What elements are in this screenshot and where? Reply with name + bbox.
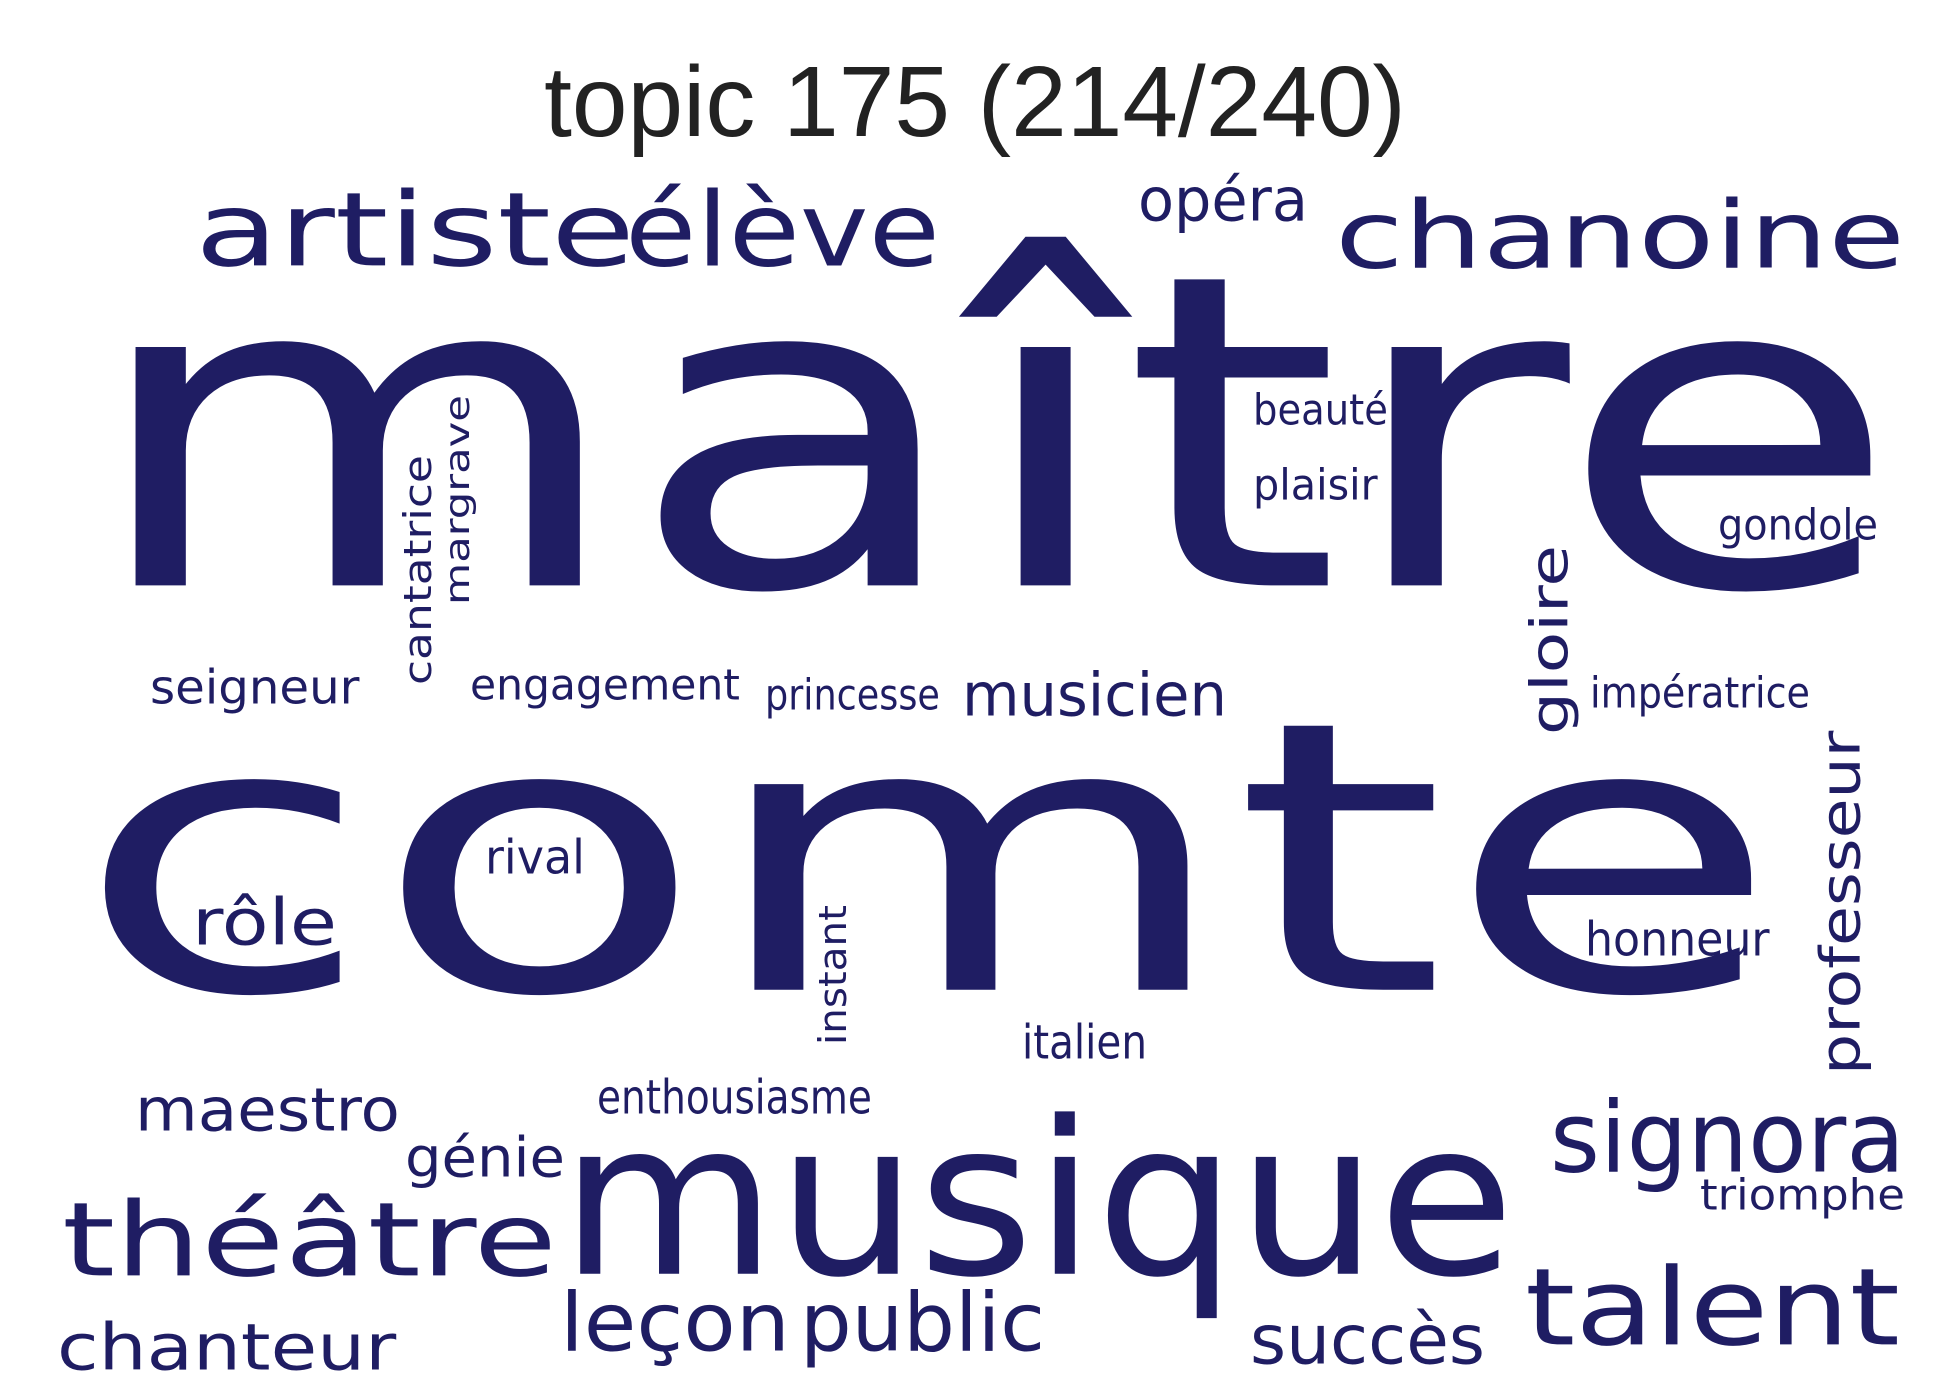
word-engagement: engagement	[470, 661, 740, 711]
word-italien: italien	[1022, 1016, 1147, 1071]
word-honneur: honneur	[1585, 912, 1770, 967]
word-génie: génie	[405, 1126, 565, 1191]
word-opéra: opéra	[1138, 166, 1308, 236]
word-artiste: artiste	[195, 171, 635, 290]
word-comte: comte	[75, 642, 1780, 1080]
word-public: public	[800, 1277, 1045, 1371]
word-chanoine: chanoine	[1335, 181, 1905, 291]
word-impératrice: impératrice	[1590, 668, 1810, 719]
word-triomphe: triomphe	[1700, 1171, 1905, 1221]
word-succès: succès	[1250, 1301, 1485, 1380]
word-gondole: gondole	[1718, 500, 1878, 550]
word-princesse: princesse	[765, 671, 940, 720]
word-chanteur: chanteur	[57, 1310, 396, 1385]
word-plaisir: plaisir	[1253, 460, 1378, 510]
word-seigneur: seigneur	[150, 661, 360, 715]
word-margrave: margrave	[438, 395, 477, 605]
word-musique: musique	[560, 1076, 1515, 1325]
word-musicien: musicien	[962, 661, 1227, 730]
word-instant: instant	[811, 905, 856, 1045]
word-maître: maître	[85, 181, 1900, 689]
word-professeur: professeur	[1809, 730, 1873, 1075]
word-théâtre: théâtre	[62, 1181, 557, 1300]
word-leçon: leçon	[560, 1276, 790, 1370]
word-enthousiasme: enthousiasme	[597, 1071, 872, 1125]
word-talent: talent	[1525, 1245, 1900, 1370]
word-gloire: gloire	[1521, 545, 1581, 735]
word-beauté: beauté	[1253, 385, 1388, 435]
word-maestro: maestro	[135, 1075, 400, 1145]
word-signora: signora	[1550, 1080, 1905, 1194]
word-rival: rival	[485, 830, 585, 885]
word-élève: élève	[625, 170, 940, 290]
word-rôle: rôle	[192, 885, 337, 960]
word-cantatrice: cantatrice	[395, 455, 440, 685]
page-title: topic 175 (214/240)	[544, 46, 1406, 158]
